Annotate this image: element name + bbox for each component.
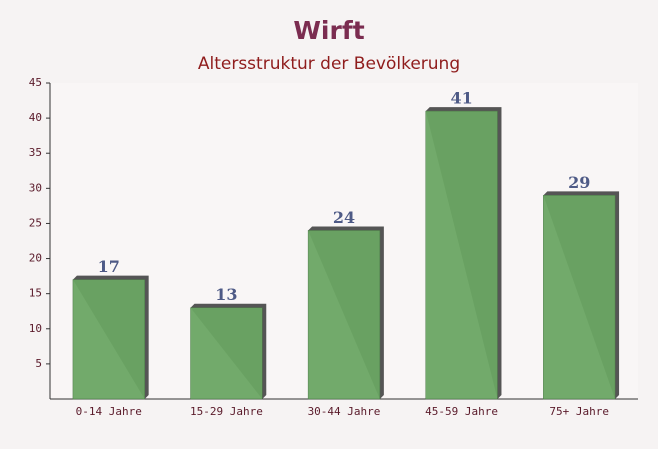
x-tick-label: 30-44 Jahre <box>308 405 381 418</box>
y-tick-label: 20 <box>29 252 42 265</box>
value-label: 41 <box>450 89 472 108</box>
chart-title: Wirft <box>293 16 364 45</box>
value-label: 24 <box>333 208 355 227</box>
value-label: 17 <box>98 257 120 276</box>
y-tick-label: 30 <box>29 181 42 194</box>
y-tick-label: 5 <box>35 357 42 370</box>
bar <box>425 110 498 400</box>
y-tick-label: 10 <box>29 322 42 335</box>
x-tick-label: 0-14 Jahre <box>76 405 142 418</box>
chart-subtitle: Altersstruktur der Bevölkerung <box>198 54 460 74</box>
x-tick-label: 15-29 Jahre <box>190 405 263 418</box>
value-label: 13 <box>215 285 237 304</box>
bar <box>307 230 381 400</box>
x-tick-label: 75+ Jahre <box>549 405 609 418</box>
y-tick-label: 15 <box>29 287 42 300</box>
bar <box>72 279 145 400</box>
x-tick-label: 45-59 Jahre <box>425 405 498 418</box>
y-tick-label: 45 <box>29 76 42 89</box>
y-tick-label: 40 <box>29 111 42 124</box>
bar <box>543 195 616 400</box>
value-label: 29 <box>568 173 590 192</box>
y-tick-label: 35 <box>29 146 42 159</box>
bar <box>190 307 263 400</box>
y-tick-label: 25 <box>29 216 42 229</box>
